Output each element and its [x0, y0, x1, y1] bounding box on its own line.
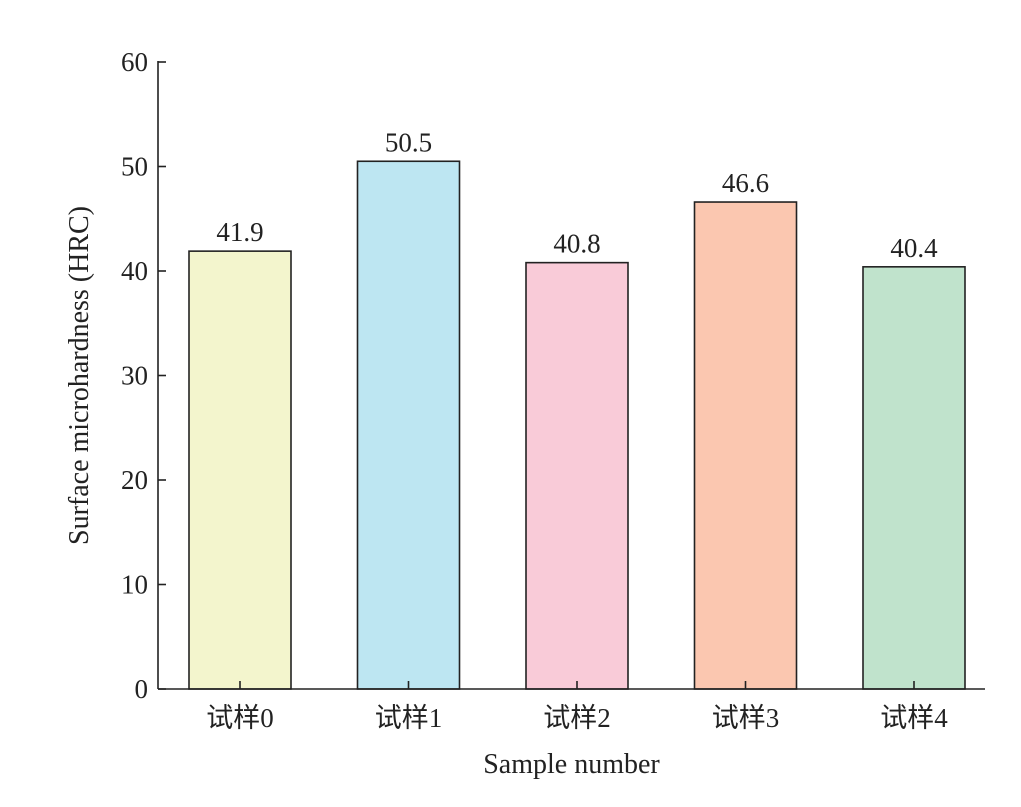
- y-tick-label: 50: [121, 152, 148, 182]
- x-tick-label-4: 试样4: [880, 703, 948, 733]
- x-axis-title: Sample number: [483, 749, 660, 780]
- y-tick-label: 10: [121, 570, 148, 600]
- x-axis-tick-labels: 试样0 试样1 试样2 试样3 试样4: [206, 681, 948, 733]
- x-tick-label-0: 试样0: [206, 703, 274, 733]
- y-tick-label: 60: [121, 47, 148, 77]
- y-tick-label: 20: [121, 465, 148, 495]
- data-label-3: 46.6: [722, 168, 769, 198]
- x-tick-label-3: 试样3: [712, 703, 780, 733]
- y-tick-label: 0: [135, 674, 149, 704]
- bar-2: [525, 261, 629, 690]
- data-labels: 41.9 50.5 40.8 46.6 40.4: [216, 127, 938, 263]
- bar-0: [188, 250, 292, 690]
- y-axis-title: Surface microhardness (HRC): [64, 206, 95, 545]
- data-label-1: 50.5: [385, 127, 432, 157]
- data-label-4: 40.4: [890, 233, 938, 263]
- bar-3: [693, 201, 798, 690]
- bars: [188, 160, 966, 690]
- x-tick-label-1: 试样1: [375, 703, 443, 733]
- x-tick-label-2: 试样2: [543, 703, 611, 733]
- bar-4: [862, 266, 966, 690]
- data-label-2: 40.8: [553, 229, 600, 259]
- y-axis-ticks: 0 10 20 30 40 50 60: [121, 47, 166, 704]
- y-tick-label: 40: [121, 256, 148, 286]
- data-label-0: 41.9: [216, 217, 263, 247]
- bar-1: [356, 160, 461, 690]
- y-tick-label: 30: [121, 361, 148, 391]
